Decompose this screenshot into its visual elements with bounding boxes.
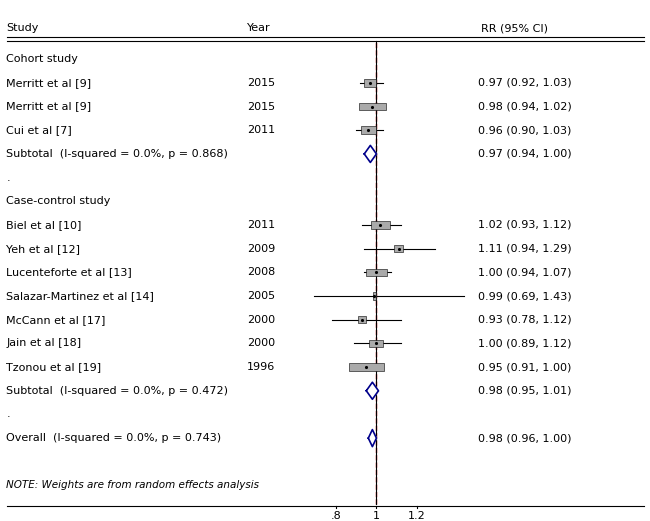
Text: 2011: 2011 (247, 125, 275, 135)
Bar (361, 127, 376, 134)
Bar (349, 363, 384, 371)
Text: 0.95 (0.91, 1.00): 0.95 (0.91, 1.00) (478, 362, 571, 372)
Text: 2008: 2008 (247, 267, 275, 277)
Text: Year: Year (247, 23, 270, 33)
Bar (373, 292, 376, 300)
Text: NOTE: Weights are from random effects analysis: NOTE: Weights are from random effects an… (6, 480, 259, 490)
Text: 1: 1 (373, 511, 380, 521)
Text: Cui et al [7]: Cui et al [7] (6, 125, 72, 135)
Text: 1.2: 1.2 (408, 511, 426, 521)
Text: Lucenteforte et al [13]: Lucenteforte et al [13] (6, 267, 132, 277)
Text: 0.98 (0.95, 1.01): 0.98 (0.95, 1.01) (478, 386, 571, 396)
Text: Biel et al [10]: Biel et al [10] (6, 220, 82, 230)
Polygon shape (369, 430, 376, 446)
Bar (369, 340, 384, 347)
Text: 2015: 2015 (247, 102, 275, 111)
Text: McCann et al [17]: McCann et al [17] (6, 315, 106, 325)
Text: 0.98 (0.94, 1.02): 0.98 (0.94, 1.02) (478, 102, 571, 111)
Text: Overall  (I-squared = 0.0%, p = 0.743): Overall (I-squared = 0.0%, p = 0.743) (6, 433, 222, 443)
Text: 0.93 (0.78, 1.12): 0.93 (0.78, 1.12) (478, 315, 571, 325)
Text: Subtotal  (I-squared = 0.0%, p = 0.868): Subtotal (I-squared = 0.0%, p = 0.868) (6, 149, 228, 159)
Text: Salazar-Martinez et al [14]: Salazar-Martinez et al [14] (6, 291, 155, 301)
Text: 2000: 2000 (247, 338, 275, 349)
Text: 2015: 2015 (247, 78, 275, 88)
Text: Jain et al [18]: Jain et al [18] (6, 338, 82, 349)
Text: 0.97 (0.92, 1.03): 0.97 (0.92, 1.03) (478, 78, 571, 88)
Text: 2000: 2000 (247, 315, 275, 325)
Text: .: . (6, 410, 10, 419)
Text: 1.11 (0.94, 1.29): 1.11 (0.94, 1.29) (478, 244, 571, 254)
Text: Yeh et al [12]: Yeh et al [12] (6, 244, 81, 254)
Text: Subtotal  (I-squared = 0.0%, p = 0.472): Subtotal (I-squared = 0.0%, p = 0.472) (6, 386, 229, 396)
Text: Case-control study: Case-control study (6, 196, 111, 206)
Text: 1.00 (0.89, 1.12): 1.00 (0.89, 1.12) (478, 338, 571, 349)
Bar (370, 221, 390, 229)
Text: Cohort study: Cohort study (6, 54, 79, 64)
Bar (394, 245, 404, 253)
Text: 0.98 (0.96, 1.00): 0.98 (0.96, 1.00) (478, 433, 571, 443)
Text: RR (95% CI): RR (95% CI) (481, 23, 548, 33)
Bar (359, 103, 386, 110)
Text: 0.97 (0.94, 1.00): 0.97 (0.94, 1.00) (478, 149, 571, 159)
Text: Study: Study (6, 23, 39, 33)
Text: 0.96 (0.90, 1.03): 0.96 (0.90, 1.03) (478, 125, 571, 135)
Text: 2005: 2005 (247, 291, 275, 301)
Text: 1.02 (0.93, 1.12): 1.02 (0.93, 1.12) (478, 220, 571, 230)
Text: .: . (6, 172, 10, 183)
Bar (365, 79, 376, 86)
Text: Tzonou et al [19]: Tzonou et al [19] (6, 362, 101, 372)
Text: .8: .8 (330, 511, 341, 521)
Text: 2011: 2011 (247, 220, 275, 230)
Polygon shape (364, 145, 376, 163)
Text: 2009: 2009 (247, 244, 275, 254)
Bar (365, 268, 387, 276)
Text: 1996: 1996 (247, 362, 275, 372)
Text: Merritt et al [9]: Merritt et al [9] (6, 78, 92, 88)
Text: 0.99 (0.69, 1.43): 0.99 (0.69, 1.43) (478, 291, 571, 301)
Bar (358, 316, 366, 324)
Text: 1.00 (0.94, 1.07): 1.00 (0.94, 1.07) (478, 267, 571, 277)
Polygon shape (367, 382, 378, 399)
Text: Merritt et al [9]: Merritt et al [9] (6, 102, 92, 111)
